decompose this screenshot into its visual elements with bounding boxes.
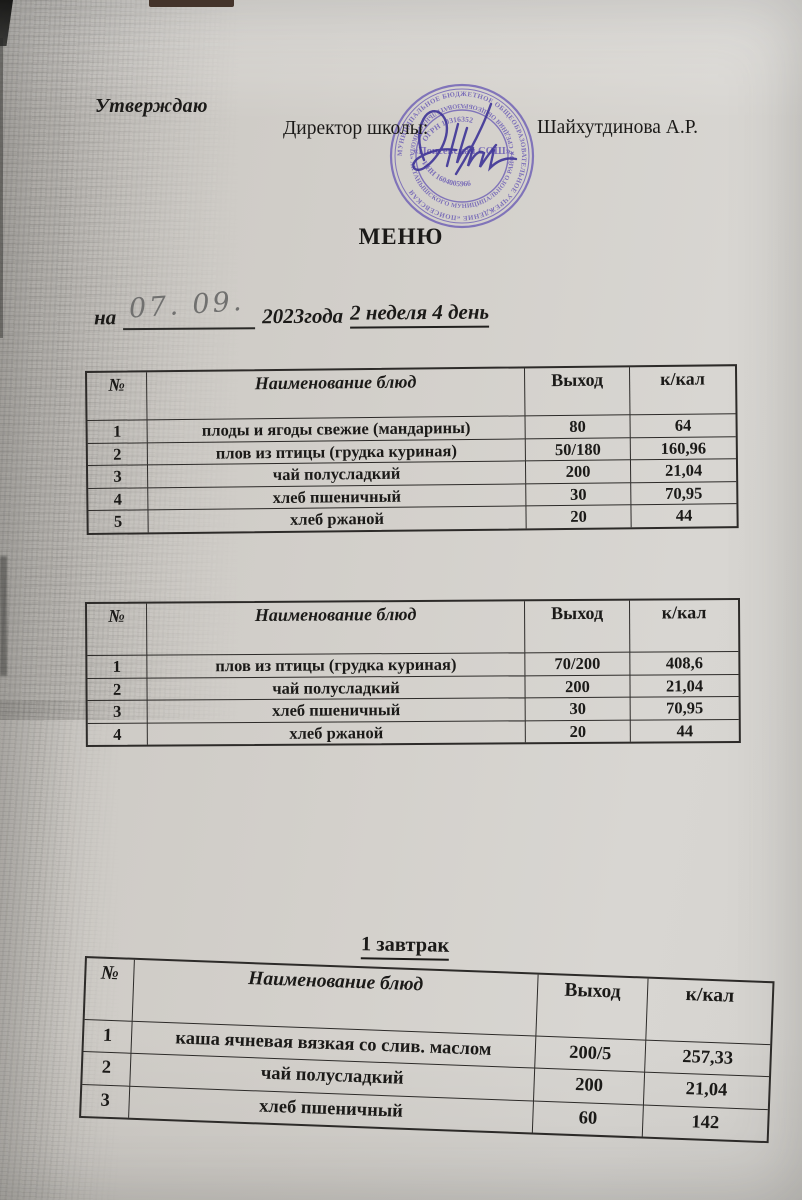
approve-text: Утверждаю <box>95 95 208 117</box>
scan-grain-texture-lower <box>0 700 120 1200</box>
svg-text:ИНН 1604005966: ИНН 1604005966 <box>420 159 471 188</box>
row-number-cell: 1 <box>87 654 147 678</box>
table-cell: 200 <box>533 1067 645 1105</box>
table-cell: 44 <box>629 718 739 743</box>
table-cell: 70,95 <box>629 696 739 720</box>
header-cell: Наименование блюд <box>146 368 525 420</box>
date-prefix: на <box>93 305 117 330</box>
table-cell: хлеб пшеничный <box>146 697 525 723</box>
stamp-rings <box>389 83 535 229</box>
table-cell: 408,6 <box>629 651 739 675</box>
table-cell: 30 <box>525 481 631 506</box>
director-name: Шайхутдинова А.Р. <box>537 117 699 138</box>
table-cell: плов из птицы (грудка куриная) <box>146 652 525 678</box>
table-cell: 64 <box>629 413 736 437</box>
date-line: на 07. 09. 2023года 2 неделя 4 день <box>93 286 490 331</box>
table-cell: 70,95 <box>630 480 737 505</box>
table-cell: чай полусладкий <box>146 674 525 700</box>
scan-edge-mark <box>0 556 7 676</box>
row-number-cell: 5 <box>88 509 148 533</box>
table-cell: 30 <box>524 696 630 721</box>
row-number-cell: 3 <box>87 464 148 488</box>
row-number-cell: 2 <box>87 677 147 701</box>
header-cell: Выход <box>524 600 630 653</box>
table-cell: 44 <box>630 503 737 527</box>
scan-edge-line <box>0 38 3 338</box>
table-cell: 70/200 <box>524 651 630 675</box>
table-cell: 200 <box>524 674 630 698</box>
director-label: Директор школы: <box>283 118 429 139</box>
header-cell: к/кал <box>628 366 736 415</box>
header-cell: Наименование блюд <box>146 601 525 655</box>
row-number-cell: 4 <box>87 722 147 746</box>
row-number-cell: 2 <box>87 441 147 465</box>
table-cell: хлеб ржаной <box>146 720 525 745</box>
table-cell: 257,33 <box>644 1039 771 1077</box>
table-cell: 80 <box>524 414 630 438</box>
table-cell: хлеб ржаной <box>147 505 526 532</box>
table-cell: 142 <box>641 1104 768 1142</box>
table-cell: 160,96 <box>629 435 736 460</box>
table-cell: 200/5 <box>534 1035 646 1072</box>
menu-table-1: № Наименование блюд Выход к/кал 1 плоды и яго… <box>85 364 739 535</box>
header-cell: № <box>100 962 120 985</box>
menu-table-2: № Наименование блюд Выход к/кал 1 плов из пти… <box>85 597 741 748</box>
director-signature <box>412 102 518 176</box>
breakfast-table: № Наименование блюд Выход к/кал 1 каша ячнева… <box>79 956 775 1144</box>
header-cell: Выход <box>535 974 648 1040</box>
table-cell: 21,04 <box>629 458 737 482</box>
table-cell: 21,04 <box>629 673 739 697</box>
row-number-cell: 1 <box>87 419 147 443</box>
row-number-cell: 1 <box>83 1019 132 1054</box>
table-cell: 21,04 <box>642 1071 770 1109</box>
header-cell: к/кал <box>645 978 773 1045</box>
header-cell: № <box>108 374 125 395</box>
table-cell: 20 <box>525 504 631 528</box>
header-cell: к/кал <box>629 600 739 652</box>
date-year: 2023года <box>262 303 344 329</box>
date-week-day: 2 неделя 4 день <box>349 299 490 329</box>
row-number-cell: 2 <box>82 1051 131 1086</box>
handwritten-date: 07. 09. <box>128 285 246 325</box>
table-cell: 60 <box>531 1100 643 1137</box>
table-cell: 20 <box>524 719 630 743</box>
header-cell: Выход <box>523 367 630 416</box>
table-cell: 50/180 <box>524 436 630 461</box>
breakfast-heading: 1 завтрак <box>360 933 450 961</box>
date-blank-line: 07. 09. <box>123 286 256 331</box>
table-cell: 200 <box>524 459 631 483</box>
menu-title: МЕНЮ <box>358 224 444 249</box>
school-stamp: МУНИЦИПАЛЬНОЕ БЮДЖЕТНОЕ ОБЩЕОБРАЗОВАТЕЛЬ… <box>368 62 535 229</box>
row-number-cell: 4 <box>88 486 148 510</box>
scan-top-artifact <box>149 0 234 7</box>
header-cell: № <box>108 605 125 626</box>
row-number-cell: 3 <box>87 699 147 723</box>
row-number-cell: 3 <box>81 1083 130 1118</box>
